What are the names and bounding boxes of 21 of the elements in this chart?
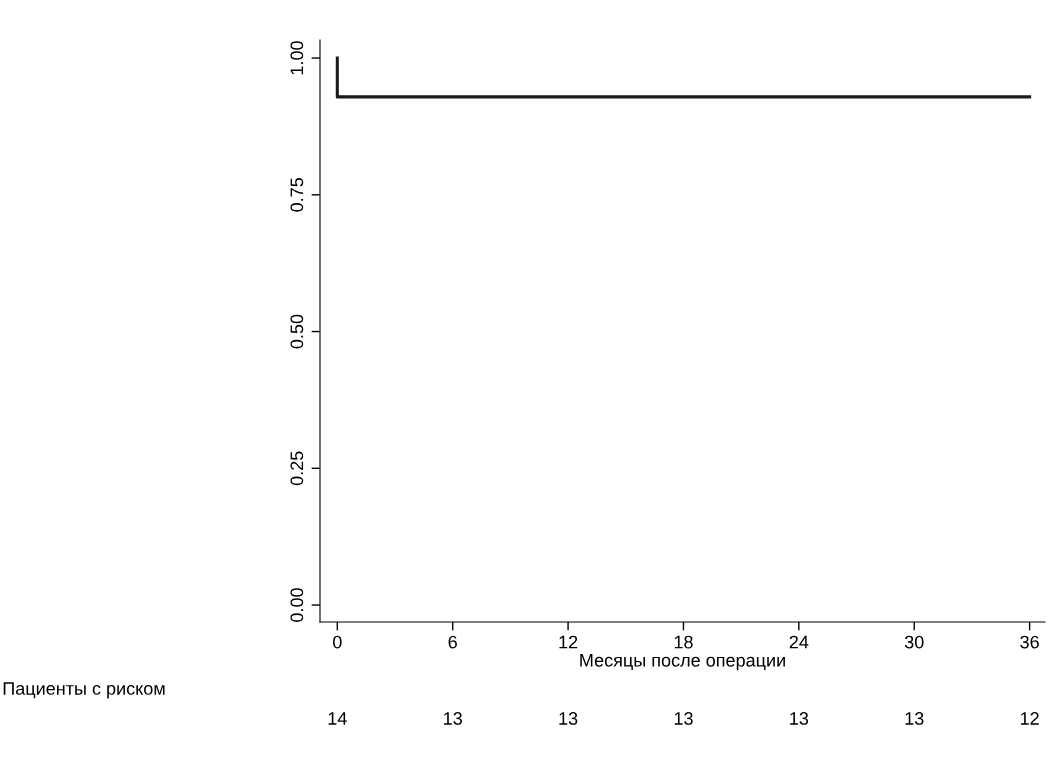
text: 13	[790, 712, 809, 725]
x-tick-label: 24	[789, 635, 809, 649]
text: 14	[328, 712, 347, 725]
text: Пациенты с риском	[3, 682, 165, 699]
y-tick-label: 0.50	[290, 314, 304, 349]
y-tick-label: 0.75	[290, 177, 304, 212]
x-tick-label: 18	[674, 635, 693, 649]
text: 13	[559, 712, 578, 725]
x-tick-label: 6	[448, 635, 457, 649]
x-tick-label: 12	[559, 635, 578, 649]
text: 13	[905, 712, 924, 725]
y-tick-label: 1.00	[290, 41, 304, 75]
text: 13	[444, 712, 462, 725]
y-tick-label: 0.00	[290, 588, 304, 622]
x-tick-label: 30	[904, 635, 924, 649]
y-tick-label: 0.25	[290, 451, 304, 486]
x-axis-title: Месяцы после операции	[580, 654, 785, 671]
text: 13	[674, 712, 693, 725]
x-tick-label: 0	[332, 635, 342, 649]
text: 12	[1020, 712, 1039, 725]
x-tick-label: 36	[1020, 635, 1039, 649]
